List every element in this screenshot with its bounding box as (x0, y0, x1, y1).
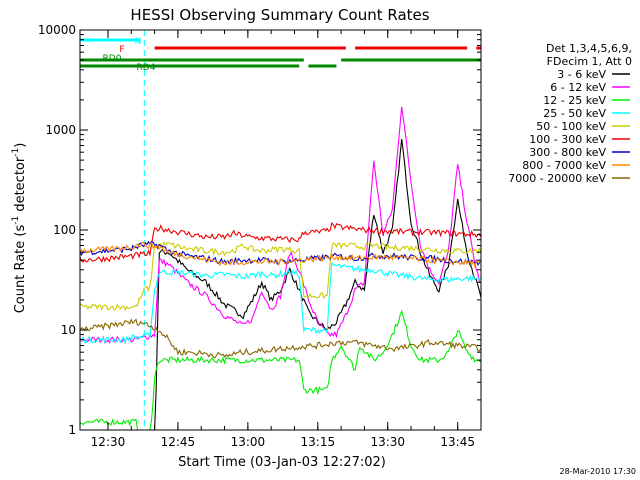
flag-label-1: F (119, 45, 124, 55)
x-axis-label: Start Time (03-Jan-03 12:27:02) (178, 455, 386, 470)
y-tick-label-4: 10000 (38, 23, 76, 37)
flag-label-2: RD0 (103, 54, 122, 64)
legend-header-2: FDecim 1, Att 0 (547, 55, 632, 68)
flag-label-0: N (135, 37, 142, 47)
legend-label-6: 300 - 800 keV (529, 146, 606, 159)
plot-clip (80, 30, 481, 430)
legend-header-1: Det 1,3,4,5,6,9, (546, 42, 632, 55)
y-label-end: ) (13, 143, 28, 148)
flag-label-3: RD4 (137, 63, 156, 73)
legend-label-2: 12 - 25 keV (543, 94, 606, 107)
x-tick-label-4: 13:30 (370, 435, 405, 449)
legend-label-1: 6 - 12 keV (550, 81, 606, 94)
series-line-7 (80, 241, 481, 268)
x-tick-label-1: 12:45 (161, 435, 196, 449)
series-line-2 (80, 309, 481, 430)
legend-label-8: 7000 - 20000 keV (508, 172, 606, 185)
x-tick-label-2: 13:00 (231, 435, 266, 449)
series-line-1 (80, 106, 481, 345)
legend: Det 1,3,4,5,6,9, FDecim 1, Att 0 3 - 6 k… (508, 42, 632, 185)
legend-label-7: 800 - 7000 keV (522, 159, 606, 172)
legend-label-0: 3 - 6 keV (557, 68, 606, 81)
legend-label-4: 50 - 100 keV (536, 120, 606, 133)
series-line-5 (80, 221, 481, 263)
footer-timestamp: 28-Mar-2010 17:30 (560, 467, 637, 476)
series-line-6 (80, 240, 481, 266)
y-tick-label-2: 100 (53, 223, 76, 237)
chart-title: HESSI Observing Summary Count Rates (130, 6, 429, 24)
x-tick-label-5: 13:45 (440, 435, 475, 449)
legend-label-3: 25 - 50 keV (543, 107, 606, 120)
y-axis-label: Count Rate (s-1 detector-1) (11, 143, 28, 314)
series-line-8 (80, 318, 481, 359)
y-label-sup2: -1 (11, 148, 21, 157)
y-label-main: Count Rate (s (13, 225, 28, 314)
x-tick-label-0: 12:30 (91, 435, 126, 449)
legend-label-5: 100 - 300 keV (529, 133, 606, 146)
y-tick-label-3: 1000 (45, 123, 76, 137)
x-axis: 12:30 12:45 13:00 13:15 13:30 13:45 (91, 30, 482, 449)
series-line-3 (80, 261, 481, 345)
x-tick-label-3: 13:15 (301, 435, 336, 449)
y-axis: 1 10 100 1000 10000 (38, 23, 481, 437)
y-label-sup1: -1 (11, 216, 21, 225)
y-tick-label-1: 10 (61, 323, 76, 337)
y-tick-label-0: 1 (68, 423, 76, 437)
y-label-mid: detector (13, 156, 28, 216)
